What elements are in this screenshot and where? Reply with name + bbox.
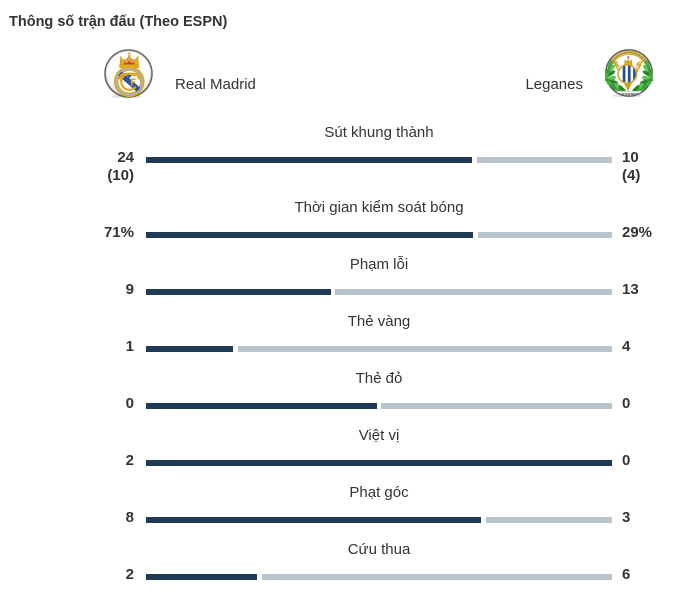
svg-text:A.: A. — [636, 61, 642, 67]
svg-text:S.: S. — [615, 61, 621, 67]
svg-text:LEGANES: LEGANES — [619, 92, 639, 96]
